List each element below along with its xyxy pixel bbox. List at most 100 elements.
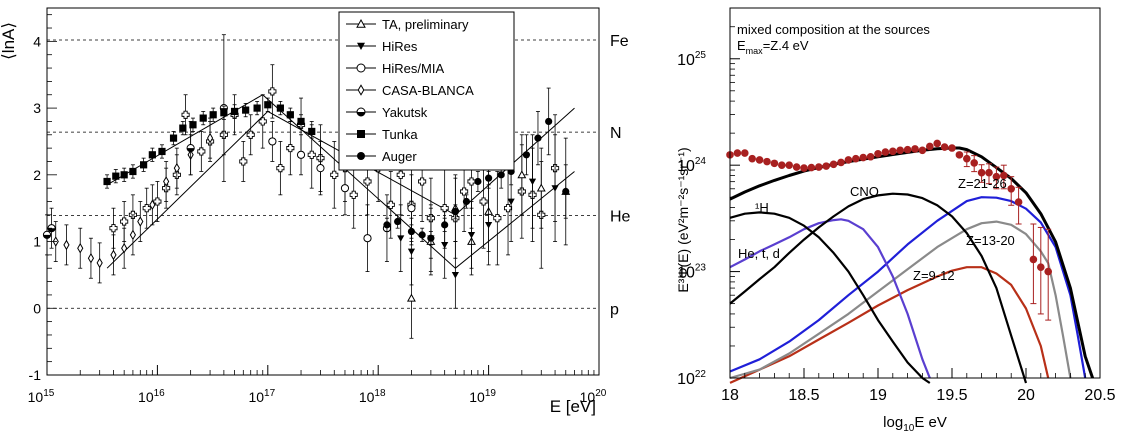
data-point-open-cross xyxy=(153,197,162,206)
data-point xyxy=(874,149,882,158)
right-x-label-sub: 10 xyxy=(903,423,915,433)
data-point xyxy=(755,156,764,164)
data-point-open-cross xyxy=(258,117,267,126)
data-point xyxy=(815,163,823,171)
x-tick-exponent: 16 xyxy=(154,388,166,399)
data-point xyxy=(896,146,904,155)
data-point-open-diamond xyxy=(110,249,117,261)
data-point-filled-square xyxy=(112,172,120,180)
data-point-filled-square xyxy=(140,161,148,169)
right-x-label-rest: E eV xyxy=(914,414,947,431)
data-point xyxy=(992,172,1001,181)
data-point-filled-square xyxy=(129,167,137,176)
legend-label: TA, preliminary xyxy=(382,17,469,32)
legend-label: CASA-BLANCA xyxy=(382,83,474,98)
data-point-filled-circle xyxy=(562,187,570,196)
x-tick-base: 10 xyxy=(469,389,485,405)
y-tick-base: 10 xyxy=(677,52,695,69)
x-tick-base: 10 xyxy=(580,389,596,405)
data-point-filled-square xyxy=(230,107,239,116)
data-point-filled-triangle-down xyxy=(467,231,476,239)
data-point xyxy=(800,164,808,172)
data-point-filled-square xyxy=(276,104,284,112)
data-point-filled-circle xyxy=(545,117,553,126)
data-point-open-circle xyxy=(316,164,325,173)
legend-marker-open-circle xyxy=(356,63,366,73)
data-point xyxy=(844,156,853,164)
data-point-filled-circle xyxy=(462,197,471,206)
x-tick-exponent: 18 xyxy=(374,388,386,399)
legend-marker-open-diamond xyxy=(357,84,365,96)
data-point-filled-square xyxy=(286,111,294,119)
x-tick-label: 18.5 xyxy=(788,387,819,404)
data-point xyxy=(940,143,949,151)
y-tick-label: 2 xyxy=(33,167,41,183)
data-point xyxy=(955,151,964,159)
data-point-open-diamond xyxy=(96,257,103,269)
curve-label-z1320: Z=13-20 xyxy=(966,233,1015,248)
x-tick-label: 1020 xyxy=(580,388,607,405)
right-plot-frame xyxy=(729,7,1101,379)
y-tick-label: 1024 xyxy=(677,156,706,175)
x-tick-label: 1018 xyxy=(359,388,386,405)
data-point-filled-square xyxy=(253,104,261,112)
data-point-open-diamond xyxy=(137,216,144,227)
data-point-open-diamond xyxy=(129,229,137,241)
annotation-emax-main: E xyxy=(737,38,746,53)
x-tick-label: 1019 xyxy=(469,388,496,405)
data-point-open-cross xyxy=(396,170,405,179)
legend-marker-half-circle xyxy=(356,107,366,117)
data-point xyxy=(903,145,912,154)
data-point xyxy=(881,148,890,156)
data-point-open-cross xyxy=(349,190,358,199)
y-tick-exponent: 25 xyxy=(695,50,707,61)
data-point-filled-square xyxy=(308,127,316,136)
data-point-open-cross xyxy=(197,147,206,156)
data-point-open-circle xyxy=(296,150,306,159)
data-point-open-diamond xyxy=(206,132,214,144)
data-point-open-triangle xyxy=(536,183,546,192)
right-data-points xyxy=(726,139,1052,321)
data-point xyxy=(785,161,793,169)
data-point-filled-square xyxy=(179,124,187,132)
reference-label-p: p xyxy=(610,301,619,318)
y-tick-label: 1025 xyxy=(677,50,706,69)
data-point-open-cross xyxy=(493,214,502,223)
curve-h xyxy=(729,211,931,384)
data-point xyxy=(741,149,749,157)
data-point-half-circle xyxy=(42,230,52,239)
data-point-filled-square xyxy=(199,114,207,122)
data-point-filled-square xyxy=(103,177,111,186)
data-point xyxy=(1044,267,1052,276)
model-line-1 xyxy=(106,94,575,269)
x-tick-base: 10 xyxy=(28,389,44,405)
data-point-filled-square xyxy=(264,101,272,109)
data-point-open-circle xyxy=(340,184,350,193)
reference-label-fe: Fe xyxy=(610,33,629,50)
data-point-open-circle xyxy=(363,234,372,243)
data-point-filled-circle xyxy=(534,134,542,142)
data-point-filled-square xyxy=(189,121,197,129)
data-point-filled-circle xyxy=(383,221,391,229)
legend-marker-half-circle-fill xyxy=(357,112,365,116)
data-point xyxy=(1037,263,1045,271)
data-point xyxy=(1014,198,1023,206)
data-point-open-cross xyxy=(286,144,295,153)
data-point-open-cross xyxy=(418,177,427,186)
y-tick-exponent: 23 xyxy=(695,263,707,274)
y-tick-label: 0 xyxy=(33,300,41,316)
data-point-open-diamond xyxy=(121,242,128,254)
curve-label-z2126: Z=21-26 xyxy=(958,176,1007,191)
data-point xyxy=(778,161,786,169)
data-point-open-diamond xyxy=(149,199,156,211)
data-point xyxy=(1000,171,1008,180)
data-point-half-circle xyxy=(186,144,195,153)
x-tick-exponent: 15 xyxy=(43,388,55,399)
data-point-filled-triangle-down xyxy=(507,198,515,206)
right-y-axis-label: E³Φ(E) (eV²m⁻²s⁻¹sr⁻¹) xyxy=(675,147,691,292)
y-tick-label: 1023 xyxy=(677,263,706,282)
data-point-open-cross xyxy=(307,150,316,159)
